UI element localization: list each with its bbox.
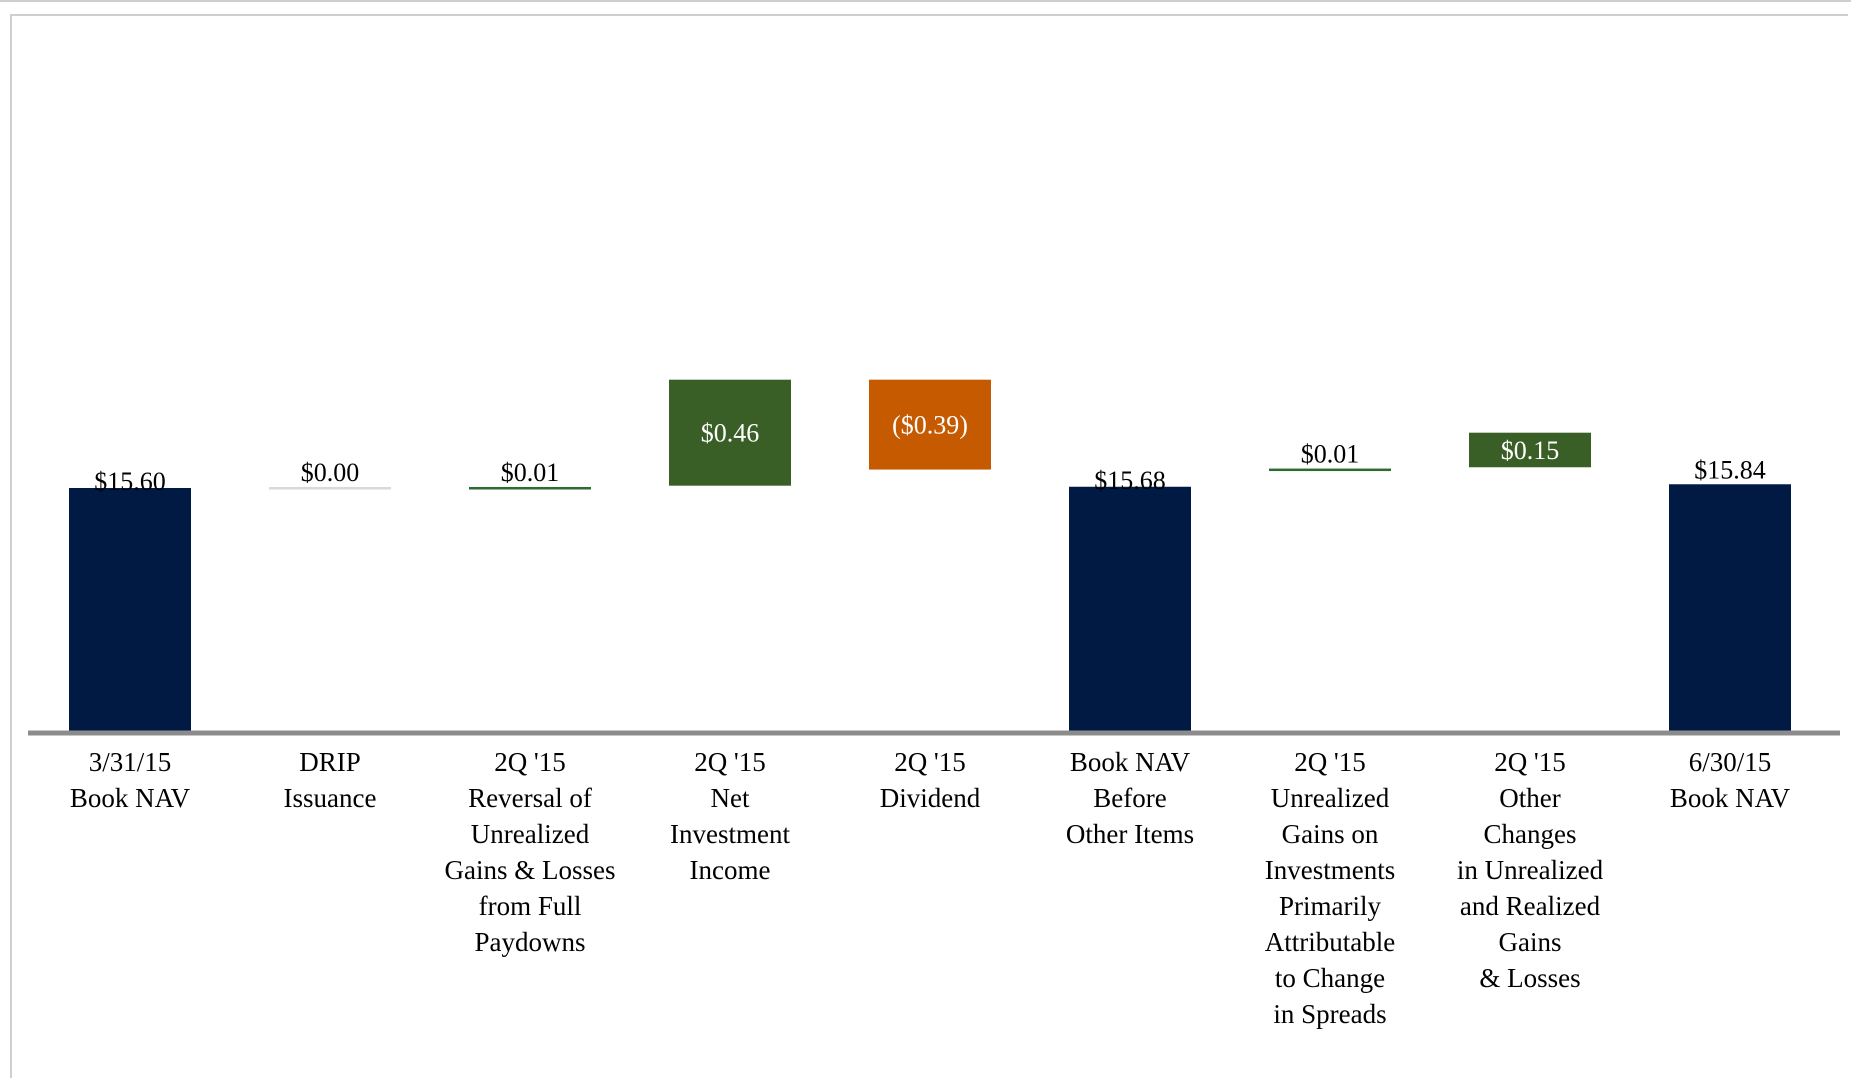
bar-1 xyxy=(269,487,391,490)
top-border xyxy=(0,0,1851,2)
value-label-4: ($0.39) xyxy=(892,411,968,440)
value-label-6: $0.01 xyxy=(1301,440,1360,469)
category-line: Investment xyxy=(670,819,790,849)
category-line: Net xyxy=(711,783,750,813)
category-label-7: 2Q '15 Other Changes in Unrealized and Reali… xyxy=(1457,747,1604,993)
category-line: and Realized xyxy=(1460,891,1601,921)
category-label-8: 6/30/15 Book NAV xyxy=(1670,747,1791,813)
category-line: 6/30/15 xyxy=(1689,747,1772,777)
category-line: Before xyxy=(1093,783,1166,813)
category-line: Paydowns xyxy=(474,927,585,957)
category-label-5: Book NAV Before Other Items xyxy=(1066,747,1194,849)
category-line: Unrealized xyxy=(471,819,590,849)
bar-6 xyxy=(1269,468,1391,472)
value-label-5: $15.68 xyxy=(1094,466,1166,495)
value-label-2: $0.01 xyxy=(501,458,560,487)
category-line: Gains xyxy=(1499,927,1562,957)
category-line: Issuance xyxy=(284,783,377,813)
category-line: Investments xyxy=(1265,855,1395,885)
value-label-0: $15.60 xyxy=(94,467,166,496)
category-line: Income xyxy=(690,855,771,885)
value-label-7: $0.15 xyxy=(1501,436,1560,465)
bar-layer xyxy=(69,379,1791,731)
category-line: Attributable xyxy=(1265,927,1395,957)
category-label-6: 2Q '15 Unrealized Gains on Investments Prima… xyxy=(1265,747,1395,1029)
category-line: Gains on xyxy=(1282,819,1379,849)
value-label-3: $0.46 xyxy=(701,419,760,448)
category-line: to Change xyxy=(1275,963,1385,993)
category-label-3: 2Q '15 Net Investment Income xyxy=(670,747,790,885)
bar-8 xyxy=(1669,484,1791,731)
category-line: Unrealized xyxy=(1271,783,1390,813)
bar-7 xyxy=(1469,432,1591,468)
chart-frame xyxy=(10,14,1848,1078)
category-line: & Losses xyxy=(1479,963,1580,993)
value-label-1: $0.00 xyxy=(301,458,360,487)
category-line: 3/31/15 xyxy=(89,747,172,777)
value-label-8: $15.84 xyxy=(1694,455,1766,484)
category-line: Other Items xyxy=(1066,819,1194,849)
bar-0 xyxy=(69,488,191,731)
category-line: in Spreads xyxy=(1273,999,1386,1029)
category-line: Book NAV xyxy=(1670,783,1791,813)
category-line: in Unrealized xyxy=(1457,855,1604,885)
category-line: 2Q '15 xyxy=(694,747,766,777)
category-line: Primarily xyxy=(1279,891,1381,921)
bar-4 xyxy=(869,379,991,470)
category-line: Gains & Losses xyxy=(445,855,616,885)
category-line: Changes xyxy=(1484,819,1577,849)
category-label-2: 2Q '15 Reversal of Unrealized Gains & Losse… xyxy=(445,747,616,957)
category-line: Dividend xyxy=(880,783,981,813)
category-line: Other xyxy=(1499,783,1560,813)
category-line: 2Q '15 xyxy=(894,747,966,777)
category-label-0: 3/31/15 Book NAV xyxy=(70,747,191,813)
category-line: 2Q '15 xyxy=(494,747,566,777)
category-line: Reversal of xyxy=(468,783,592,813)
bar-2 xyxy=(469,487,591,490)
category-line: DRIP xyxy=(299,747,361,777)
category-line: Book NAV xyxy=(70,783,191,813)
category-line: 2Q '15 xyxy=(1494,747,1566,777)
category-line: from Full xyxy=(479,891,582,921)
bar-5 xyxy=(1069,486,1191,731)
category-line: Book NAV xyxy=(1070,747,1191,777)
bar-3 xyxy=(669,379,791,486)
category-label-4: 2Q '15 Dividend xyxy=(880,747,981,813)
category-line: 2Q '15 xyxy=(1294,747,1366,777)
category-label-1: DRIP Issuance xyxy=(284,747,377,813)
category-label-layer: 3/31/15 Book NAV DRIP Issuance 2Q '15 Reversa… xyxy=(70,747,1791,1029)
value-label-layer: $15.60 $0.00 $0.01 $0.46 ($0.39) $15.68 $0.01 $… xyxy=(94,411,1766,496)
